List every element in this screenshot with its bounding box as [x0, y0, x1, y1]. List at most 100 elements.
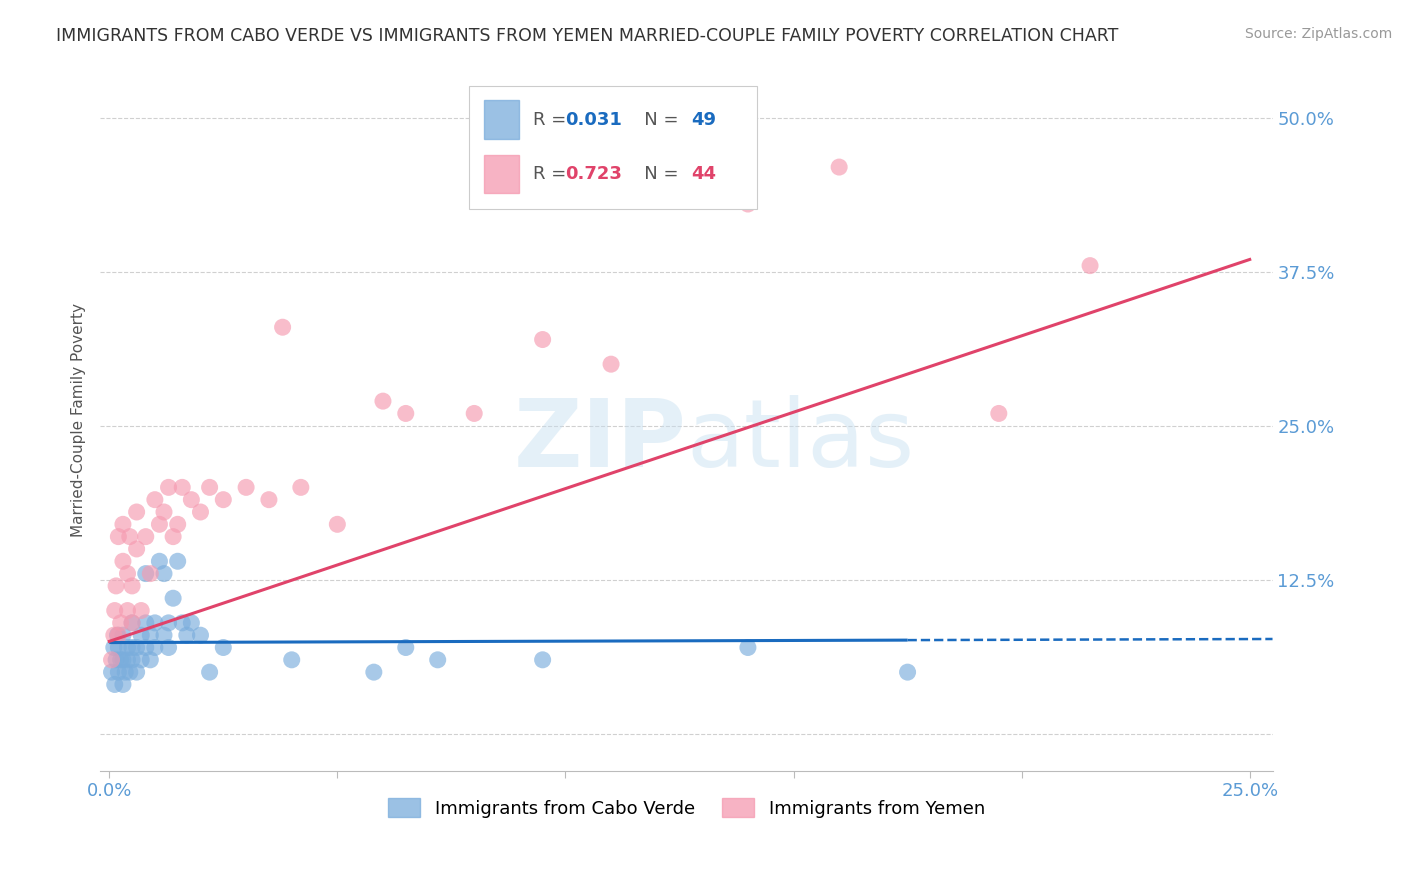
Point	[139, 653, 162, 667]
Text: 0.723: 0.723	[565, 165, 623, 183]
Text: N =: N =	[627, 111, 683, 128]
Text: 49: 49	[690, 111, 716, 128]
Text: IMMIGRANTS FROM CABO VERDE VS IMMIGRANTS FROM YEMEN MARRIED-COUPLE FAMILY POVERT: IMMIGRANTS FROM CABO VERDE VS IMMIGRANTS…	[56, 27, 1119, 45]
Point	[153, 505, 176, 519]
Point	[121, 640, 143, 655]
Point	[148, 517, 170, 532]
Point	[104, 603, 127, 617]
Bar	[484, 101, 519, 139]
Point	[531, 333, 554, 347]
Y-axis label: Married-Couple Family Poverty: Married-Couple Family Poverty	[72, 302, 86, 537]
Point	[107, 628, 129, 642]
Point	[117, 603, 139, 617]
Point	[143, 640, 166, 655]
Point	[135, 640, 157, 655]
Text: atlas: atlas	[686, 394, 914, 487]
Point	[271, 320, 294, 334]
Point	[129, 628, 152, 642]
Point	[212, 640, 235, 655]
Point	[103, 640, 125, 655]
Point	[107, 628, 129, 642]
Point	[110, 615, 132, 630]
Point	[100, 665, 122, 680]
FancyBboxPatch shape	[470, 86, 756, 209]
Point	[212, 492, 235, 507]
Point	[166, 554, 188, 568]
Text: 0.031: 0.031	[565, 111, 623, 128]
Point	[135, 530, 157, 544]
Point	[326, 517, 349, 532]
Point	[114, 665, 136, 680]
Point	[531, 653, 554, 667]
Point	[125, 505, 148, 519]
Point	[107, 530, 129, 544]
Point	[280, 653, 302, 667]
Point	[1078, 259, 1101, 273]
Point	[139, 628, 162, 642]
Point	[166, 517, 188, 532]
Point	[897, 665, 920, 680]
Point	[828, 160, 851, 174]
Point	[180, 615, 202, 630]
Text: ZIP: ZIP	[513, 394, 686, 487]
Point	[111, 628, 134, 642]
Point	[737, 640, 759, 655]
Point	[129, 603, 152, 617]
Point	[180, 492, 202, 507]
Point	[121, 615, 143, 630]
Text: Source: ZipAtlas.com: Source: ZipAtlas.com	[1244, 27, 1392, 41]
Point	[143, 492, 166, 507]
Point	[235, 480, 257, 494]
Text: R =: R =	[533, 111, 572, 128]
Point	[125, 665, 148, 680]
Point	[103, 628, 125, 642]
Point	[162, 530, 184, 544]
Point	[157, 480, 180, 494]
Point	[371, 394, 394, 409]
Text: R =: R =	[533, 165, 572, 183]
Legend: Immigrants from Cabo Verde, Immigrants from Yemen: Immigrants from Cabo Verde, Immigrants f…	[381, 791, 993, 825]
Point	[157, 615, 180, 630]
Point	[157, 640, 180, 655]
Point	[118, 665, 141, 680]
Point	[104, 677, 127, 691]
Point	[600, 357, 623, 371]
Point	[121, 615, 143, 630]
Point	[111, 653, 134, 667]
Point	[162, 591, 184, 606]
Point	[118, 530, 141, 544]
Point	[148, 554, 170, 568]
Point	[125, 541, 148, 556]
Point	[290, 480, 312, 494]
Point	[135, 615, 157, 630]
Point	[121, 579, 143, 593]
Point	[987, 407, 1010, 421]
Text: N =: N =	[627, 165, 683, 183]
Point	[463, 407, 485, 421]
Point	[153, 566, 176, 581]
Point	[257, 492, 280, 507]
Point	[176, 628, 198, 642]
Point	[172, 615, 194, 630]
Point	[105, 579, 128, 593]
Text: 44: 44	[690, 165, 716, 183]
Point	[143, 615, 166, 630]
Point	[190, 628, 212, 642]
Point	[125, 640, 148, 655]
Point	[105, 653, 128, 667]
Bar	[484, 154, 519, 194]
Point	[395, 407, 418, 421]
Point	[135, 566, 157, 581]
Point	[172, 480, 194, 494]
Point	[198, 665, 221, 680]
Point	[129, 653, 152, 667]
Point	[190, 505, 212, 519]
Point	[737, 197, 759, 211]
Point	[198, 480, 221, 494]
Point	[117, 653, 139, 667]
Point	[363, 665, 385, 680]
Point	[100, 653, 122, 667]
Point	[153, 628, 176, 642]
Point	[111, 517, 134, 532]
Point	[139, 566, 162, 581]
